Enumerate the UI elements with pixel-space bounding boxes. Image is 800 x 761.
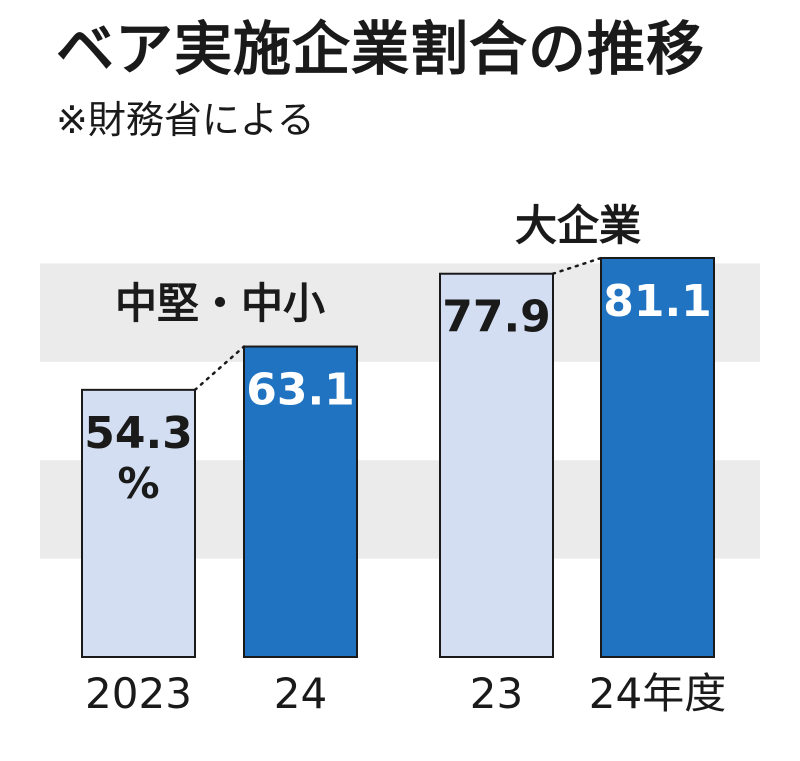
data-label-0-0: 54.3 [84, 408, 193, 459]
group-label-1: 大企業 [515, 201, 641, 250]
unit-label: % [117, 459, 159, 508]
chart-source-note: ※財務省による [56, 98, 315, 142]
tick-label-1-1: 24年度 [589, 669, 726, 718]
bar-0-1 [243, 345, 358, 658]
group-label-0: 中堅・中小 [115, 279, 325, 328]
chart-title: ベア実施企業割合の推移 [56, 15, 706, 83]
bar-0-0 [81, 388, 196, 658]
bar-1-1 [600, 256, 715, 658]
bar-1-0 [439, 272, 554, 658]
connector-line-0 [193, 345, 246, 392]
data-label-1-1: 81.1 [603, 276, 712, 327]
tick-label-1-0: 23 [470, 669, 523, 718]
data-label-1-0: 77.9 [442, 292, 551, 343]
tick-label-0-0: 2023 [85, 669, 192, 718]
tick-label-0-1: 24 [274, 669, 327, 718]
data-label-0-1: 63.1 [246, 365, 355, 416]
connector-line-1 [551, 256, 603, 275]
